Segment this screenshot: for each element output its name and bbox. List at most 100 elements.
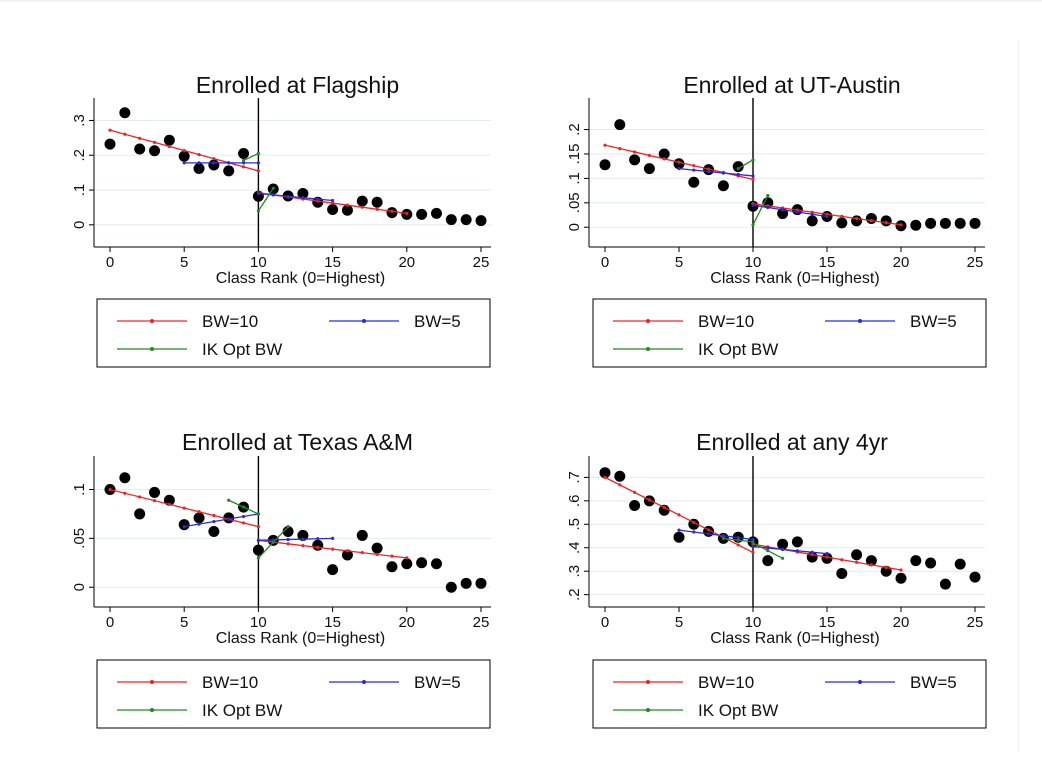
- data-point: [762, 555, 774, 567]
- legend-label-bw10: BW=10: [698, 312, 754, 331]
- fit-marker-bw10: [152, 140, 157, 144]
- data-point: [371, 196, 383, 208]
- fit-marker-bw5: [301, 537, 305, 541]
- data-point: [865, 555, 877, 567]
- fit-marker-bw10: [360, 205, 364, 209]
- x-tick-label: 15: [324, 254, 341, 271]
- fit-marker-ik: [256, 151, 260, 156]
- data-point: [851, 549, 863, 561]
- data-point: [688, 176, 700, 188]
- fit-marker-bw5: [825, 214, 829, 219]
- legend: BW=10 BW=5 IK Opt BW: [96, 659, 491, 729]
- fit-marker-bw5: [256, 191, 260, 196]
- data-point: [104, 138, 116, 150]
- fit-marker-bw10: [618, 146, 622, 151]
- fit-marker-bw5: [182, 525, 186, 529]
- fit-marker-bw5: [721, 171, 726, 175]
- data-point: [445, 581, 457, 593]
- data-point: [954, 558, 966, 570]
- data-point: [880, 215, 892, 227]
- fit-marker-bw10: [360, 551, 364, 555]
- data-point: [193, 162, 205, 174]
- legend-box: [96, 659, 491, 729]
- x-tick-label: 10: [745, 254, 762, 271]
- data-point: [312, 539, 324, 551]
- fit-line-ik: [257, 187, 274, 212]
- fit-marker-bw10: [633, 150, 637, 154]
- fit-marker-bw10: [390, 209, 394, 213]
- legend-label-bw5: BW=5: [414, 673, 461, 692]
- fit-marker-ik: [256, 512, 260, 516]
- x-tick-label: 0: [106, 614, 114, 631]
- fit-marker-bw10: [707, 528, 711, 532]
- fit-marker-bw5: [736, 172, 740, 177]
- y-tick-label: .3: [71, 114, 88, 127]
- fit-marker-bw10: [405, 556, 409, 560]
- fit-marker-bw5: [692, 168, 696, 172]
- fit-marker-bw5: [182, 161, 186, 165]
- data-point: [149, 145, 161, 157]
- fit-marker-ik: [736, 167, 740, 171]
- legend-marker-ik: [150, 708, 154, 712]
- data-point: [238, 147, 250, 159]
- data-point: [629, 154, 641, 166]
- y-tick-label: .3: [566, 565, 583, 578]
- data-point: [614, 119, 626, 131]
- fit-marker-bw5: [707, 169, 711, 174]
- y-tick-label: .15: [566, 144, 583, 165]
- x-tick-label: 15: [324, 614, 341, 631]
- y-tick-label: .1: [71, 184, 88, 197]
- x-tick-label: 20: [398, 254, 415, 271]
- x-axis-label: Class Rank (0=Highest): [710, 630, 879, 647]
- fit-marker-bw5: [766, 546, 770, 550]
- fit-marker-bw5: [271, 193, 275, 197]
- fit-marker-bw10: [375, 207, 379, 211]
- fit-marker-bw5: [256, 538, 260, 542]
- legend-marker-bw5: [362, 319, 366, 323]
- data-point: [614, 470, 626, 482]
- fit-marker-ik: [271, 186, 275, 190]
- legend-marker-bw5: [858, 680, 862, 684]
- y-tick-label: 0: [71, 583, 88, 591]
- chart-title: Enrolled at Flagship: [196, 72, 399, 98]
- y-tick-label: .4: [566, 541, 583, 554]
- fit-marker-bw10: [286, 542, 290, 546]
- y-tick-label: 0: [566, 223, 583, 231]
- fit-marker-bw10: [869, 218, 874, 223]
- legend-box: [592, 659, 987, 729]
- fit-marker-bw5: [316, 537, 320, 541]
- x-axis-label: Class Rank (0=Highest): [710, 270, 879, 287]
- fit-marker-bw10: [256, 525, 260, 529]
- fit-marker-bw5: [316, 197, 320, 201]
- fit-marker-bw10: [123, 132, 127, 136]
- fit-marker-ik: [271, 540, 275, 544]
- fit-marker-bw5: [677, 167, 681, 171]
- fit-marker-bw10: [884, 221, 888, 225]
- fit-marker-bw10: [677, 513, 681, 517]
- right-divider: [1018, 40, 1019, 750]
- data-point: [865, 212, 877, 224]
- fit-marker-ik: [751, 223, 755, 227]
- fit-marker-bw5: [751, 203, 755, 207]
- fit-line-bw5: [678, 529, 754, 541]
- fit-marker-bw10: [197, 510, 201, 514]
- fit-marker-bw10: [138, 495, 142, 499]
- fit-line-bw5: [752, 545, 828, 555]
- legend-label-ik: IK Opt BW: [202, 340, 282, 359]
- fit-marker-bw5: [227, 517, 231, 521]
- legend-box: [96, 298, 491, 368]
- x-tick-label: 5: [180, 614, 188, 631]
- data-point: [673, 531, 685, 543]
- data-point: [895, 572, 907, 584]
- fit-marker-bw5: [781, 547, 785, 551]
- fit-marker-bw10: [182, 148, 186, 153]
- data-point: [777, 538, 789, 550]
- chart-title: Enrolled at any 4yr: [696, 429, 888, 455]
- fit-marker-bw10: [152, 499, 157, 503]
- legend-marker-bw10: [150, 319, 154, 323]
- fit-marker-bw5: [197, 161, 201, 165]
- y-tick-label: .05: [71, 528, 88, 549]
- fit-marker-bw10: [167, 502, 171, 506]
- x-tick-label: 25: [967, 614, 984, 631]
